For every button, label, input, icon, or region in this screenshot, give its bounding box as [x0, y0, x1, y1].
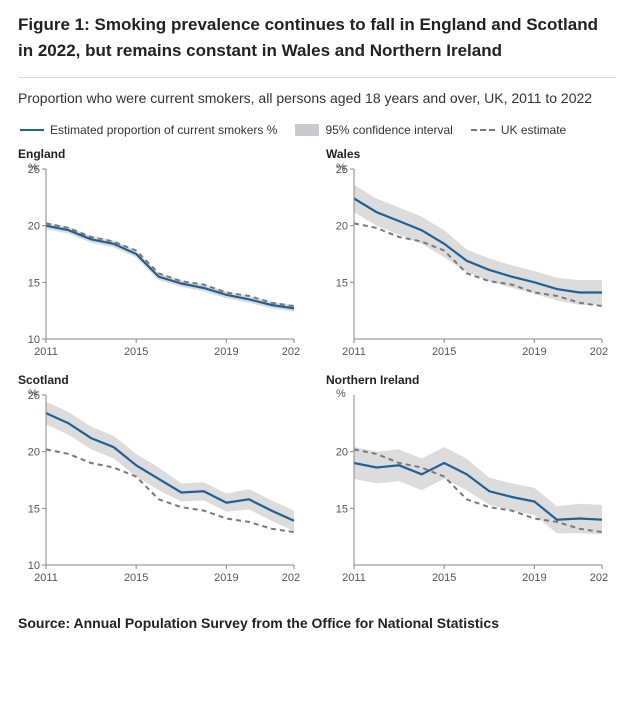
svg-text:2019: 2019 [214, 572, 238, 584]
dash-swatch-icon [471, 129, 495, 131]
y-unit-label: % [336, 389, 346, 400]
svg-text:10: 10 [28, 560, 40, 572]
chart-grid: England 10152025 2011201520192022 % Wale… [18, 147, 616, 587]
panel-title: Wales [326, 147, 616, 161]
ci-band [46, 402, 294, 531]
legend: Estimated proportion of current smokers … [18, 123, 616, 137]
svg-text:20: 20 [336, 447, 348, 459]
svg-text:2022: 2022 [590, 346, 608, 358]
svg-text:2019: 2019 [522, 572, 546, 584]
svg-text:15: 15 [28, 277, 40, 289]
figure-subtitle: Proportion who were current smokers, all… [18, 88, 616, 109]
svg-text:2022: 2022 [282, 346, 300, 358]
band-swatch-icon [295, 124, 319, 136]
y-unit-label: % [28, 389, 38, 400]
legend-item-ci: 95% confidence interval [295, 123, 452, 137]
svg-text:2015: 2015 [124, 346, 148, 358]
svg-text:20: 20 [336, 221, 348, 233]
figure-title: Figure 1: Smoking prevalence continues t… [18, 12, 616, 63]
panel-title: Northern Ireland [326, 373, 616, 387]
panel-svg: 152025 2011201520192022 % [326, 163, 608, 361]
divider [18, 77, 616, 78]
chart-panel: Northern Ireland 15 20 2011 2015 2019 2022 % [326, 373, 616, 587]
svg-text:2022: 2022 [282, 572, 300, 584]
svg-text:2019: 2019 [522, 346, 546, 358]
line-swatch-icon [20, 129, 44, 131]
panel-svg: 10152025 2011201520192022 % [18, 389, 300, 587]
svg-text:2011: 2011 [342, 572, 366, 584]
svg-text:15: 15 [336, 503, 348, 515]
legend-label-uk: UK estimate [501, 123, 566, 137]
svg-text:20: 20 [28, 221, 40, 233]
svg-text:2015: 2015 [432, 346, 456, 358]
panel-svg: 10152025 2011201520192022 % [18, 163, 300, 361]
svg-text:15: 15 [28, 503, 40, 515]
svg-text:2022: 2022 [590, 572, 608, 584]
chart-panel: Scotland 10152025 2011201520192022 % [18, 373, 308, 587]
svg-text:15: 15 [336, 277, 348, 289]
svg-text:2015: 2015 [432, 572, 456, 584]
legend-label-ci: 95% confidence interval [325, 123, 452, 137]
panel-title: England [18, 147, 308, 161]
svg-text:2019: 2019 [214, 346, 238, 358]
y-unit-label: % [28, 163, 38, 174]
ci-band [354, 185, 602, 305]
svg-text:2011: 2011 [34, 572, 58, 584]
legend-item-uk: UK estimate [471, 123, 566, 137]
legend-item-estimate: Estimated proportion of current smokers … [20, 123, 277, 137]
panel-title: Scotland [18, 373, 308, 387]
panel-svg: 15 20 2011 2015 2019 2022 % [326, 389, 608, 587]
svg-text:2015: 2015 [124, 572, 148, 584]
svg-text:20: 20 [28, 447, 40, 459]
legend-label-estimate: Estimated proportion of current smokers … [50, 123, 277, 137]
source-text: Source: Annual Population Survey from th… [18, 615, 616, 631]
svg-text:10: 10 [28, 334, 40, 346]
svg-text:2011: 2011 [342, 346, 366, 358]
y-unit-label: % [336, 163, 346, 174]
svg-text:2011: 2011 [34, 346, 58, 358]
chart-panel: Wales 152025 2011201520192022 % [326, 147, 616, 361]
chart-panel: England 10152025 2011201520192022 % [18, 147, 308, 361]
